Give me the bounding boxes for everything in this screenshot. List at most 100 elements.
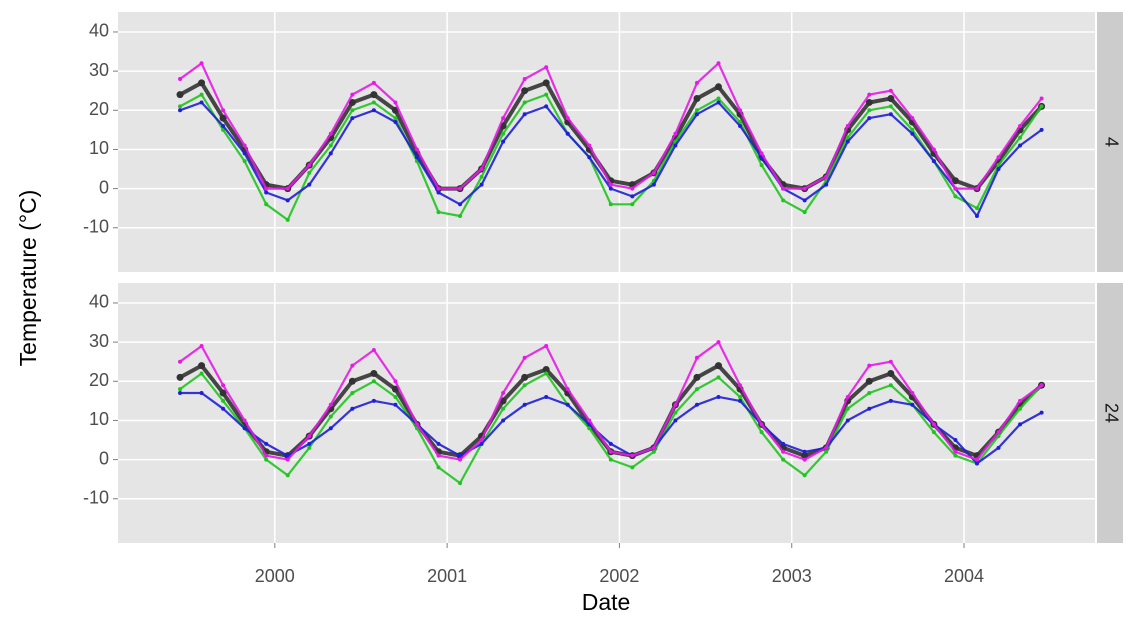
data-point — [544, 104, 549, 109]
data-point — [630, 453, 635, 458]
data-point — [458, 457, 463, 462]
x-tick-label: 2001 — [427, 566, 467, 586]
data-point — [242, 159, 247, 164]
data-point — [542, 79, 550, 87]
data-point — [630, 465, 635, 470]
data-point — [436, 190, 441, 195]
data-point — [1039, 383, 1044, 388]
data-point — [199, 100, 204, 105]
data-point — [522, 383, 527, 388]
data-point — [371, 347, 376, 352]
x-tick-label: 2000 — [255, 566, 295, 586]
data-point — [694, 387, 699, 392]
data-point — [264, 453, 269, 458]
data-point — [716, 394, 721, 399]
data-point — [285, 453, 290, 458]
data-point — [414, 155, 419, 160]
data-point — [759, 163, 764, 168]
data-point — [328, 131, 333, 136]
data-point — [910, 391, 915, 396]
data-point — [759, 430, 764, 435]
data-point — [393, 402, 398, 407]
x-tick-label: 2003 — [772, 566, 812, 586]
data-point — [651, 449, 656, 454]
strip-background — [1097, 12, 1123, 272]
data-point — [221, 383, 226, 388]
data-point — [436, 453, 441, 458]
data-point — [953, 186, 958, 191]
data-point — [1039, 104, 1044, 109]
data-point — [219, 389, 227, 397]
data-point — [285, 186, 290, 191]
data-point — [350, 406, 355, 411]
data-point — [1039, 127, 1044, 132]
data-point — [887, 369, 895, 377]
y-tick-label: 30 — [89, 60, 109, 80]
data-point — [328, 151, 333, 156]
data-point — [673, 131, 678, 136]
data-point — [694, 355, 699, 360]
data-point — [565, 402, 570, 407]
data-point — [716, 61, 721, 66]
data-point — [845, 123, 850, 128]
data-point — [522, 100, 527, 105]
data-point — [953, 194, 958, 199]
data-point — [608, 186, 613, 191]
data-point — [781, 186, 786, 191]
data-point — [781, 198, 786, 203]
data-point — [608, 449, 613, 454]
data-point — [544, 394, 549, 399]
data-point — [565, 131, 570, 136]
data-point — [264, 190, 269, 195]
data-point — [715, 362, 723, 370]
data-point — [521, 373, 529, 381]
data-point — [974, 461, 979, 466]
data-point — [436, 441, 441, 446]
data-point — [436, 210, 441, 215]
y-tick-label: 0 — [99, 177, 109, 197]
x-tick-label: 2004 — [944, 566, 984, 586]
data-point — [178, 359, 183, 364]
data-point — [781, 441, 786, 446]
y-tick-label: 10 — [89, 138, 109, 158]
data-point — [479, 167, 484, 172]
data-point — [845, 135, 850, 140]
data-point — [867, 116, 872, 121]
data-point — [673, 402, 678, 407]
data-point — [673, 418, 678, 423]
data-point — [393, 116, 398, 121]
data-point — [242, 418, 247, 423]
data-point — [414, 147, 419, 152]
data-point — [630, 186, 635, 191]
data-point — [307, 434, 312, 439]
data-point — [328, 426, 333, 431]
data-point — [479, 438, 484, 443]
data-point — [738, 108, 743, 113]
data-point — [221, 108, 226, 113]
data-point — [370, 369, 378, 377]
data-point — [307, 182, 312, 187]
data-point — [587, 155, 592, 160]
data-point — [350, 116, 355, 121]
data-point — [393, 394, 398, 399]
data-point — [608, 182, 613, 187]
data-point — [178, 387, 183, 392]
data-point — [370, 91, 378, 99]
data-point — [716, 100, 721, 105]
data-point — [824, 182, 829, 187]
data-point — [544, 65, 549, 70]
data-point — [974, 457, 979, 462]
data-point — [953, 449, 958, 454]
data-point — [458, 453, 463, 458]
x-axis-title: Date — [582, 589, 631, 615]
y-tick-label: 40 — [89, 21, 109, 41]
data-point — [910, 131, 915, 136]
data-point — [414, 422, 419, 427]
data-point — [608, 457, 613, 462]
data-point — [522, 402, 527, 407]
data-point — [759, 422, 764, 427]
data-point — [781, 449, 786, 454]
data-point — [393, 120, 398, 125]
data-point — [931, 159, 936, 164]
data-point — [393, 100, 398, 105]
